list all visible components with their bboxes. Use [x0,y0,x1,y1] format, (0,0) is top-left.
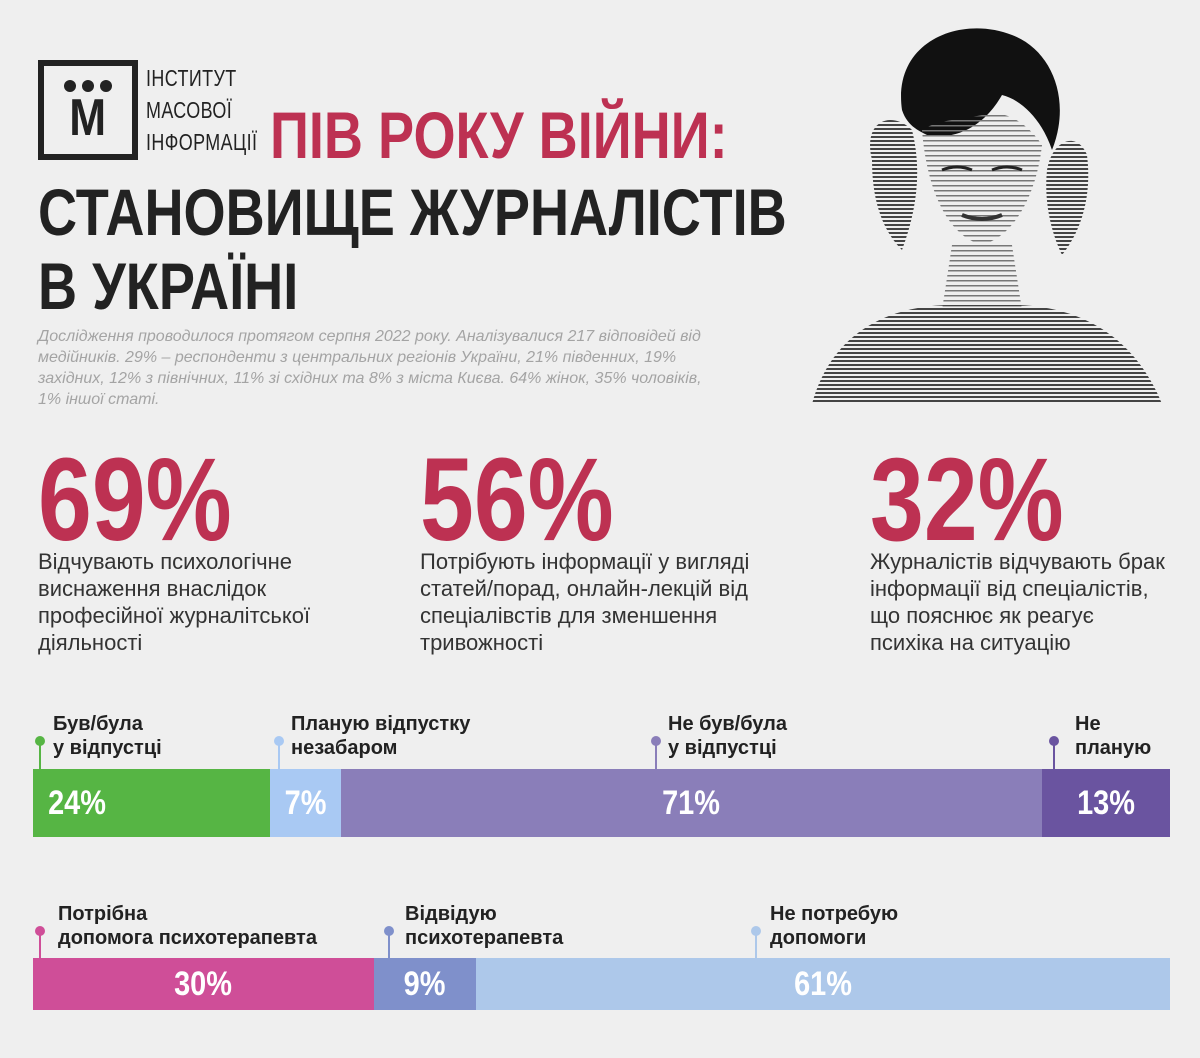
vacation-label-2-line-1: Планую відпустку [291,713,471,735]
stat-text-3: Журналістів відчувають брак інформації в… [870,549,1165,655]
logo-line-1: ІНСТИТУТ [146,65,237,91]
therapy-label-3: Не потребую допомоги [770,902,898,950]
title-line-2: СТАНОВИЩЕ ЖУРНАЛІСТІВ [38,175,787,249]
stat-value-3: 32% [870,434,1064,566]
logo-line-3: ІНФОРМАЦІЇ [146,129,258,155]
vacation-segment-planning: 7% [270,769,341,837]
therapy-label-1: Потрібна допомога психотерапевта [58,902,317,950]
vacation-value-planning: 7% [284,783,327,822]
therapy-marker-line-2 [388,934,390,958]
vacation-label-2-line-2: незабаром [291,737,398,759]
therapy-marker-line-1 [39,934,41,958]
vacation-label-3: Не був/була у відпустці [668,712,787,760]
vacation-marker-line-3 [655,744,657,769]
vacation-segment-was: 24% [33,769,270,837]
vacation-marker-dot-2 [274,736,284,746]
stat-value-1: 69% [38,434,232,566]
vacation-label-1: Був/була у відпустці [53,712,162,760]
vacation-marker-line-2 [278,744,280,769]
therapy-marker-dot-1 [35,926,45,936]
vacation-marker-dot-4 [1049,736,1059,746]
therapy-label-3-line-2: допомоги [770,927,867,949]
stat-value-2: 56% [420,434,614,566]
therapy-label-2-line-2: психотерапевта [405,927,564,949]
vacation-value-was: 24% [48,783,106,822]
therapy-label-1-line-2: допомога психотерапевта [58,927,317,949]
vacation-marker-line-1 [39,744,41,769]
title-line-3: В УКРАЇНІ [38,249,299,323]
vacation-value-not-planning: 13% [1077,783,1135,822]
therapy-label-2-line-1: Відвідую [405,903,497,925]
vacation-label-2: Планую відпустку незабаром [291,712,470,760]
logo-wordmark: ІНСТИТУТ МАСОВОЇ ІНФОРМАЦІЇ [146,62,258,158]
therapy-segment-needs-help: 30% [33,958,374,1010]
vacation-label-4-line-1: Не [1075,713,1101,735]
vacation-label-1-line-2: у відпустці [53,737,162,759]
woman-photo [752,20,1172,404]
stat-text-1: Відчувають психологічне виснаження внасл… [38,549,311,655]
therapy-value-visiting: 9% [404,964,446,1003]
therapy-marker-dot-2 [384,926,394,936]
vacation-segment-was-not: 71% [341,769,1042,837]
vacation-value-was-not: 71% [662,783,721,822]
therapy-label-2: Відвідую психотерапевта [405,902,563,950]
logo-letter: М [69,89,107,147]
vacation-marker-dot-1 [35,736,45,746]
therapy-marker-line-3 [755,934,757,958]
page-title: СТАНОВИЩЕ ЖУРНАЛІСТІВ В УКРАЇНІ [38,175,787,323]
stat-block-3: 32% Журналістів відчувають брак інформац… [870,440,1170,656]
therapy-label-1-line-1: Потрібна [58,903,148,925]
title-highlight: ПІВ РОКУ ВІЙНИ: [270,98,728,172]
institute-logo: М [38,60,138,160]
therapy-value-no-help: 61% [794,964,852,1003]
stat-text-2: Потрібують інформації у вигляді статей/п… [420,549,750,655]
logo-line-2: МАСОВОЇ [146,97,233,123]
therapy-segment-visiting: 9% [374,958,476,1010]
therapy-bar: 30% 9% 61% [33,958,1170,1010]
stat-block-1: 69% Відчувають психологічне виснаження в… [38,440,368,656]
vacation-label-3-line-2: у відпустці [668,737,777,759]
vacation-label-1-line-1: Був/була [53,713,143,735]
therapy-value-needs-help: 30% [174,964,233,1003]
vacation-label-3-line-1: Не був/була [668,713,787,735]
vacation-marker-dot-3 [651,736,661,746]
vacation-label-4-line-2: планую [1075,737,1152,759]
therapy-marker-dot-3 [751,926,761,936]
stat-block-2: 56% Потрібують інформації у вигляді стат… [420,440,790,656]
vacation-marker-line-4 [1053,744,1055,769]
therapy-segment-no-help: 61% [476,958,1170,1010]
intro-paragraph: Дослідження проводилося протягом серпня … [38,328,702,408]
vacation-segment-not-planning: 13% [1042,769,1170,837]
vacation-bar: 24% 7% 71% 13% [33,769,1170,837]
therapy-label-3-line-1: Не потребую [770,903,899,925]
logo-dots [64,80,112,92]
vacation-label-4: Не планую [1075,712,1151,760]
